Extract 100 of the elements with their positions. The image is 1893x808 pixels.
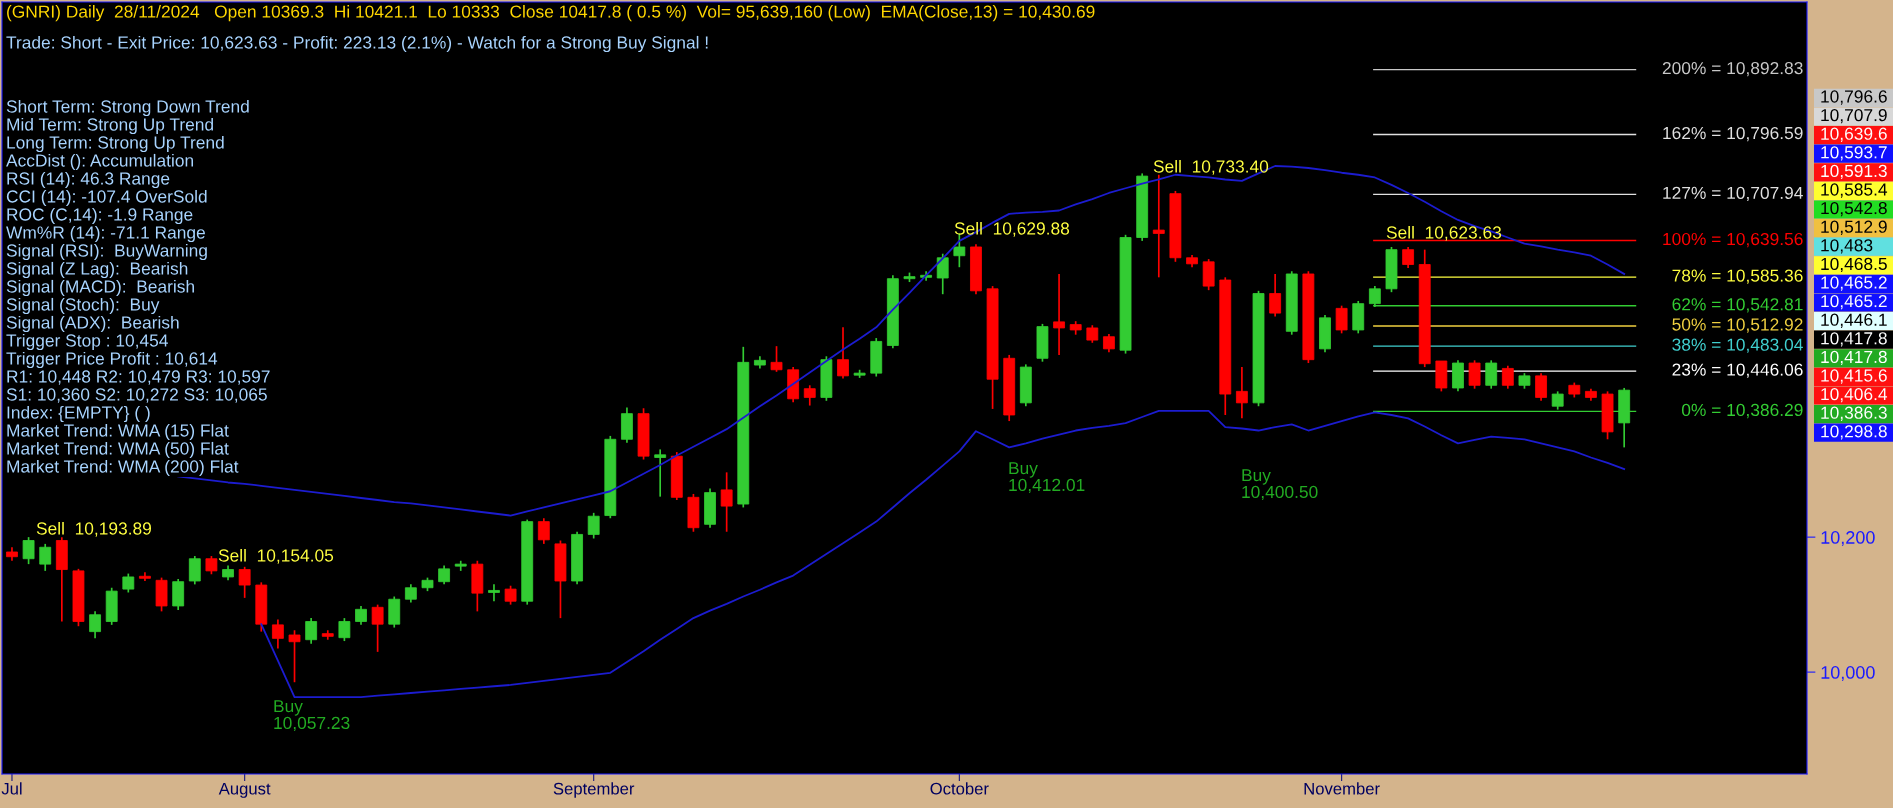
- candlestick: [404, 583, 417, 604]
- candlestick: [1485, 359, 1498, 390]
- candlestick: [355, 605, 367, 626]
- ref-line-label: 127% = 10,707.94: [1663, 186, 1803, 202]
- candlestick: [587, 512, 600, 540]
- candlestick: [488, 583, 500, 603]
- text: 10,415.6: [1821, 369, 1887, 384]
- annotation: Mid Term: Strong Up Trend: [7, 117, 213, 135]
- annotation: Sell 10,733.40: [1153, 159, 1269, 175]
- candlestick: [272, 618, 284, 650]
- text: 10,417.8: [1821, 350, 1887, 366]
- x-tick-label: October: [930, 782, 989, 795]
- candlestick: [803, 384, 816, 407]
- annotation: Index: {EMPTY} ( ): [7, 405, 150, 423]
- ref-line-label: 38% = 10,483.04: [1672, 338, 1803, 353]
- annotation: Buy 10,057.23: [274, 700, 350, 732]
- annotation: CCI (14): -107.4 OverSold: [6, 189, 207, 207]
- candlestick: [1402, 246, 1415, 269]
- annotation: Sell 10,193.89: [36, 521, 152, 537]
- annotation: Sell 10,623.63: [1386, 225, 1502, 241]
- candlestick: [305, 617, 318, 645]
- candlestick: [537, 517, 550, 545]
- text: 10,386.3: [1821, 406, 1887, 421]
- candlestick: [936, 252, 949, 296]
- x-tick-label: August: [218, 782, 271, 798]
- candlestick: [371, 603, 384, 653]
- x-tick-label: Jul: [1, 782, 22, 795]
- candlestick: [1535, 372, 1547, 402]
- text: 10,593.7: [1821, 146, 1887, 161]
- candlestick: [89, 610, 101, 640]
- annotation: Market Trend: WMA (15) Flat: [7, 423, 229, 441]
- chart-title: (GNRI) Daily 28/11/2024 Open 10369.3 Hi 10421.1 Lo 10333 Close 10417.8 ( 0.5 %) Vol= 95,639,160 (Low) EMA(Close,13) = 10,430.69: [7, 5, 1095, 22]
- candlestick: [338, 617, 351, 642]
- text: 10,707.9: [1821, 108, 1887, 124]
- annotation: Buy 10,400.50: [1242, 469, 1318, 501]
- annotation: Signal (RSI): BuyWarning: [6, 243, 207, 261]
- x-tick-label: September: [553, 782, 635, 798]
- candlestick: [1501, 364, 1514, 390]
- text: 10,406.4: [1821, 387, 1888, 403]
- text: 10,465.2: [1821, 276, 1887, 291]
- text: Trade: Short - Exit Price: 10,623.63 - Profit: 223.13 (2.1%) - Watch for a Strong Buy Signal !: [6, 35, 708, 53]
- line-series: [260, 410, 1626, 698]
- text: 10,298.8: [1821, 425, 1887, 440]
- annotation: AccDist (): Accumulation: [6, 153, 194, 171]
- text: 10,585.4: [1821, 183, 1888, 198]
- text: 10,512.9: [1821, 220, 1887, 235]
- annotation: Signal (MACD): Bearish: [6, 279, 194, 297]
- text: 10,468.5: [1821, 257, 1887, 273]
- candlestick: [1269, 273, 1282, 318]
- candlestick: [1468, 359, 1481, 390]
- ref-line-label: 0% = 10,386.29: [1681, 403, 1803, 419]
- annotation: Sell 10,629.88: [954, 221, 1070, 237]
- ref-line-label: 162% = 10,796.59: [1663, 126, 1803, 142]
- candlestick: [1152, 173, 1165, 279]
- ref-line-label: 200% = 10,892.83: [1662, 61, 1803, 77]
- candlestick: [837, 326, 849, 380]
- annotation: ROC (C,14): -1.9 Range: [7, 207, 193, 225]
- text: 10,417.8: [1821, 332, 1887, 347]
- text: 10,639.6: [1821, 127, 1887, 142]
- annotation: Sell 10,154.05: [218, 548, 334, 564]
- candlestick: [1235, 366, 1248, 420]
- annotation: Signal (ADX): Bearish: [6, 315, 179, 333]
- annotation: RSI (14): 46.3 Range: [7, 171, 170, 189]
- candlestick: [770, 345, 783, 373]
- text: 10,542.8: [1821, 201, 1887, 217]
- text: 10,465.2: [1821, 294, 1887, 310]
- annotation: Market Trend: WMA (50) Flat: [7, 441, 229, 459]
- candlestick: [205, 555, 218, 576]
- annotation: Signal (Stoch): Buy: [6, 297, 160, 315]
- candlestick: [1103, 333, 1115, 354]
- x-tick-label: November: [1304, 782, 1380, 795]
- text: 10,796.6: [1821, 90, 1887, 105]
- annotation: Trigger Price Profit : 10,614: [6, 351, 218, 369]
- candlestick: [438, 564, 451, 586]
- text: 10,591.3: [1821, 164, 1887, 180]
- annotation: Buy 10,412.01: [1009, 462, 1085, 494]
- y-tick-label: 10,200: [1821, 531, 1875, 546]
- ref-line-label: 100% = 10,639.56: [1663, 232, 1803, 248]
- ref-line-label: 62% = 10,542.81: [1672, 298, 1803, 313]
- ref-line-label: 78% = 10,585.36: [1672, 269, 1803, 284]
- candlestick: [1053, 273, 1065, 356]
- candlestick: [504, 584, 517, 606]
- annotation: Trigger Stop : 10,454: [6, 333, 168, 351]
- candlestick: [720, 471, 733, 533]
- annotation: Signal (Z Lag): Bearish: [6, 261, 188, 279]
- text: 10,483: [1821, 239, 1873, 254]
- candlestick: [122, 572, 135, 594]
- y-tick-label: 10,000: [1821, 666, 1875, 681]
- annotation: Short Term: Strong Down Trend: [6, 99, 249, 117]
- annotation: R1: 10,448 R2: 10,479 R3: 10,597: [7, 370, 270, 385]
- annotation: Long Term: Strong Up Trend: [7, 135, 224, 153]
- ref-line-label: 23% = 10,446.06: [1672, 363, 1803, 378]
- ref-line-label: 50% = 10,512.92: [1672, 318, 1803, 333]
- candlestick: [288, 629, 301, 684]
- candlestick: [1335, 304, 1348, 335]
- candlestick: [654, 448, 667, 498]
- candlestick: [22, 536, 35, 565]
- annotation: Market Trend: WMA (200) Flat: [7, 459, 239, 477]
- annotation: S1: 10,360 S2: 10,272 S3: 10,065: [6, 388, 267, 403]
- annotation: Wm%R (14): -71.1 Range: [6, 225, 205, 243]
